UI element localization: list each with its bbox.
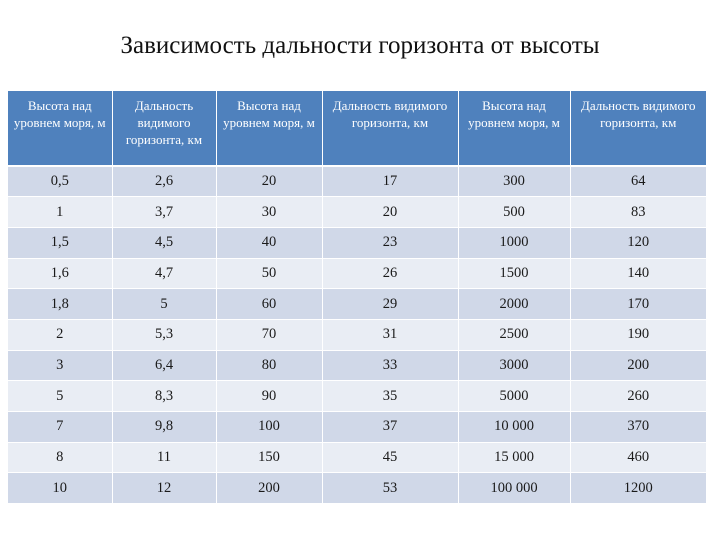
table-cell: 2500	[458, 319, 571, 351]
table-cell: 26	[322, 258, 459, 290]
table-header-row: Высота над уровнем моря, м Дальность вид…	[8, 91, 706, 167]
table-cell: 7	[8, 411, 113, 443]
table-cell: 1,5	[8, 227, 113, 259]
table-cell: 2000	[458, 288, 571, 320]
table-cell: 1200	[570, 472, 706, 505]
table-cell: 23	[322, 227, 459, 259]
table-cell: 120	[570, 227, 706, 259]
table-cell: 1,6	[8, 258, 113, 290]
table-cell: 45	[322, 442, 459, 474]
table-cell: 2,6	[112, 166, 217, 198]
table-row: 5 8,3 90 35 5000 260	[8, 380, 706, 412]
table-row: 1,8 5 60 29 2000 170	[8, 288, 706, 320]
table-cell: 10	[8, 472, 113, 505]
table-cell: 100	[216, 411, 323, 443]
horizon-distance-table: Высота над уровнем моря, м Дальность вид…	[8, 91, 706, 505]
table-cell: 5	[112, 288, 217, 320]
table-cell: 2	[8, 319, 113, 351]
table-row: 7 9,8 100 37 10 000 370	[8, 411, 706, 443]
table-cell: 70	[216, 319, 323, 351]
table-cell: 17	[322, 166, 459, 198]
table-cell: 5000	[458, 380, 571, 412]
table-cell: 29	[322, 288, 459, 320]
table-cell: 460	[570, 442, 706, 474]
table-cell: 35	[322, 380, 459, 412]
table-cell: 300	[458, 166, 571, 198]
header-cell-distance-3: Дальность видимого горизонта, км	[570, 91, 706, 167]
table-row: 1,6 4,7 50 26 1500 140	[8, 258, 706, 290]
table-row: 8 11 150 45 15 000 460	[8, 442, 706, 474]
table-cell: 11	[112, 442, 217, 474]
table-cell: 40	[216, 227, 323, 259]
table-cell: 15 000	[458, 442, 571, 474]
header-cell-height-2: Высота над уровнем моря, м	[216, 91, 323, 167]
table-cell: 370	[570, 411, 706, 443]
slide-title: Зависимость дальности горизонта от высот…	[120, 32, 600, 59]
table-cell: 64	[570, 166, 706, 198]
table-cell: 1500	[458, 258, 571, 290]
header-cell-distance-2: Дальность видимого горизонта, км	[322, 91, 459, 167]
table-cell: 100 000	[458, 472, 571, 505]
table-cell: 50	[216, 258, 323, 290]
table-cell: 12	[112, 472, 217, 505]
table-cell: 6,4	[112, 350, 217, 382]
table-row: 0,5 2,6 20 17 300 64	[8, 166, 706, 198]
table-cell: 1	[8, 196, 113, 228]
table-cell: 37	[322, 411, 459, 443]
table-cell: 260	[570, 380, 706, 412]
table-cell: 4,7	[112, 258, 217, 290]
table-row: 3 6,4 80 33 3000 200	[8, 350, 706, 382]
table-cell: 1000	[458, 227, 571, 259]
table-row: 2 5,3 70 31 2500 190	[8, 319, 706, 351]
table-cell: 60	[216, 288, 323, 320]
table-cell: 83	[570, 196, 706, 228]
table-cell: 30	[216, 196, 323, 228]
table-cell: 1,8	[8, 288, 113, 320]
table-cell: 31	[322, 319, 459, 351]
table-body: 0,5 2,6 20 17 300 64 1 3,7 30 20 500 83 1,5 4,5 40 23 10…	[8, 166, 706, 505]
table-cell: 9,8	[112, 411, 217, 443]
table-cell: 190	[570, 319, 706, 351]
table-cell: 33	[322, 350, 459, 382]
table-cell: 5,3	[112, 319, 217, 351]
table-cell: 8,3	[112, 380, 217, 412]
table-row: 1 3,7 30 20 500 83	[8, 196, 706, 228]
table-cell: 3	[8, 350, 113, 382]
table-cell: 150	[216, 442, 323, 474]
header-cell-distance-1: Дальность видимого горизонта, км	[112, 91, 217, 167]
table-cell: 20	[322, 196, 459, 228]
table-cell: 8	[8, 442, 113, 474]
table-row: 10 12 200 53 100 000 1200	[8, 472, 706, 505]
table-cell: 53	[322, 472, 459, 505]
table-cell: 200	[570, 350, 706, 382]
table-cell: 80	[216, 350, 323, 382]
table-cell: 500	[458, 196, 571, 228]
table-cell: 5	[8, 380, 113, 412]
table-cell: 3000	[458, 350, 571, 382]
table-cell: 170	[570, 288, 706, 320]
table-cell: 200	[216, 472, 323, 505]
table-cell: 10 000	[458, 411, 571, 443]
table-cell: 0,5	[8, 166, 113, 198]
table-cell: 20	[216, 166, 323, 198]
table-row: 1,5 4,5 40 23 1000 120	[8, 227, 706, 259]
table-cell: 3,7	[112, 196, 217, 228]
header-cell-height-3: Высота над уровнем моря, м	[458, 91, 571, 167]
header-cell-height-1: Высота над уровнем моря, м	[8, 91, 113, 167]
table-cell: 140	[570, 258, 706, 290]
table-cell: 4,5	[112, 227, 217, 259]
table-cell: 90	[216, 380, 323, 412]
